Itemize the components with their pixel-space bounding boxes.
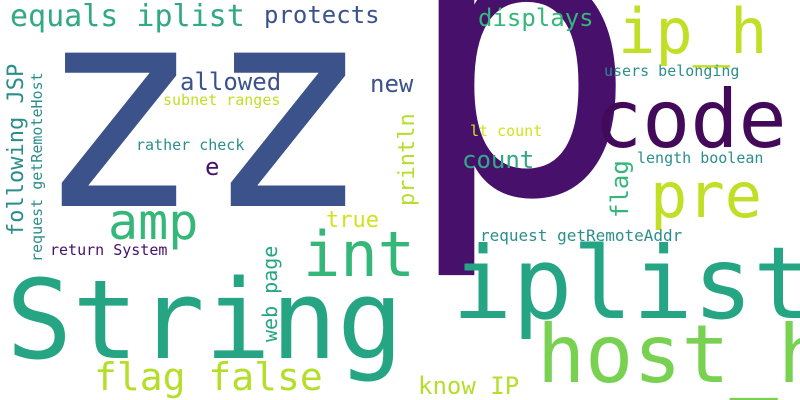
word: String: [6, 256, 404, 384]
word: count: [462, 146, 535, 174]
word: iplist: [452, 225, 800, 342]
word: know IP: [418, 372, 520, 400]
word: web page: [258, 245, 282, 342]
word: request getRemoteAddr: [480, 226, 683, 245]
word: p: [402, 0, 640, 287]
word: host_h: [537, 308, 800, 400]
word: new: [370, 70, 414, 98]
word: return System: [50, 241, 168, 259]
word: ip_h: [618, 0, 768, 68]
word: length boolean: [637, 149, 764, 167]
word: allowed: [180, 68, 282, 96]
word: protects: [264, 1, 380, 29]
word: users belonging: [604, 62, 740, 80]
word: z: [34, 0, 203, 273]
word: following JSP: [4, 63, 29, 236]
word: displays: [478, 4, 594, 32]
word: equals iplist: [10, 0, 245, 34]
word: lt count: [470, 122, 543, 140]
word: code: [594, 73, 787, 166]
word: e: [205, 153, 220, 181]
word: z: [203, 0, 372, 273]
word: rather check: [136, 136, 245, 154]
word: true: [326, 208, 379, 233]
word: println: [395, 113, 420, 206]
word: int: [303, 218, 415, 291]
word: amp: [108, 193, 199, 251]
word: flag false: [94, 355, 323, 399]
word: flag: [606, 160, 634, 218]
word: pre: [650, 159, 762, 232]
word: subnet ranges: [163, 91, 281, 109]
word: request getRemoteHost: [28, 72, 46, 262]
